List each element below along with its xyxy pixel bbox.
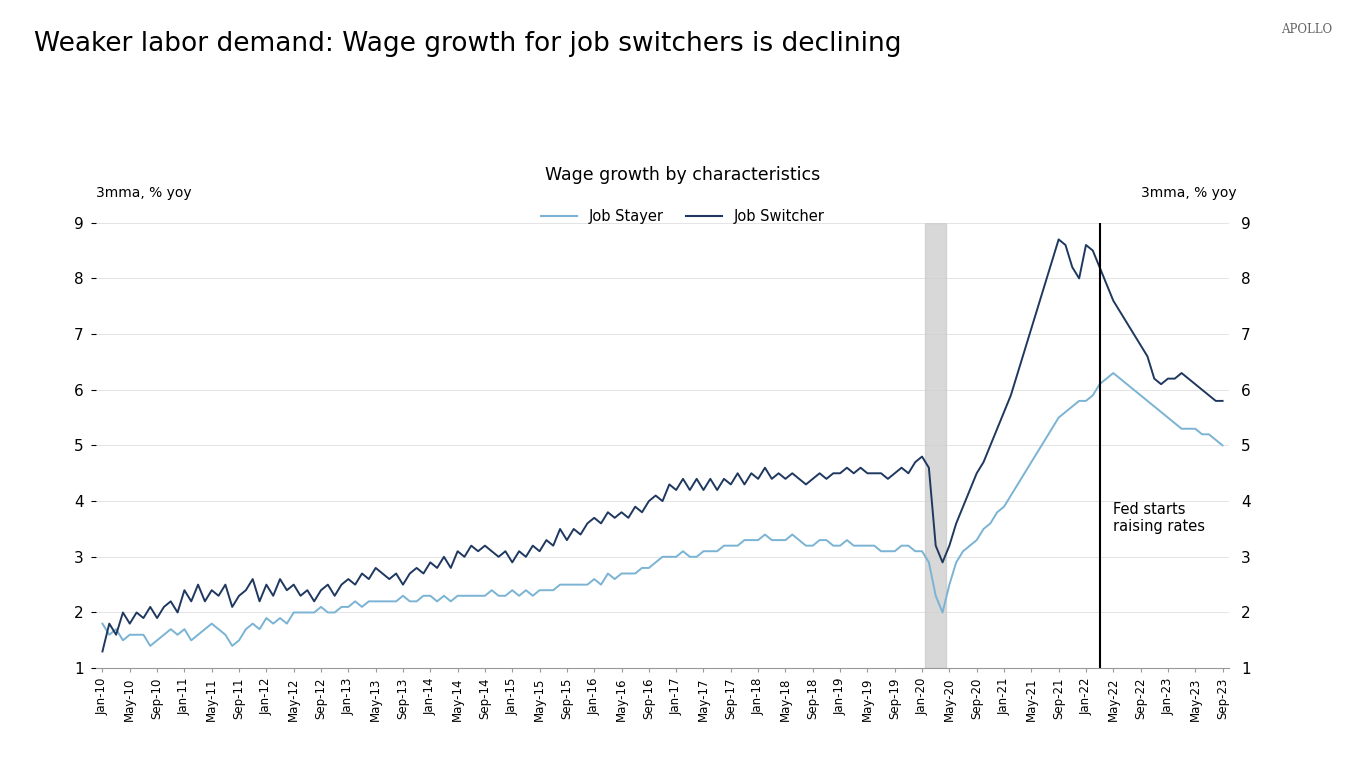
Line: Job Stayer: Job Stayer: [102, 373, 1223, 646]
Job Stayer: [142, 641, 158, 650]
Text: Fed starts
raising rates: Fed starts raising rates: [1113, 502, 1205, 534]
Job Switcher: [224, 602, 240, 611]
Text: APOLLO: APOLLO: [1281, 23, 1332, 36]
Text: 3mma, % yoy: 3mma, % yoy: [96, 186, 191, 200]
Text: 3mma, % yoy: 3mma, % yoy: [1141, 186, 1236, 200]
Job Stayer: [1214, 441, 1231, 450]
Line: Job Switcher: Job Switcher: [102, 240, 1223, 651]
Job Stayer: [231, 636, 247, 645]
Job Stayer: [94, 619, 111, 628]
Text: Wage growth by characteristics: Wage growth by characteristics: [545, 167, 821, 184]
Job Stayer: [511, 591, 527, 601]
Job Stayer: [1105, 369, 1121, 378]
Job Switcher: [852, 463, 869, 472]
Legend: Job Stayer, Job Switcher: Job Stayer, Job Switcher: [535, 203, 831, 230]
Job Stayer: [128, 630, 145, 639]
Job Stayer: [968, 535, 985, 545]
Job Switcher: [128, 608, 145, 617]
Job Stayer: [210, 624, 227, 634]
Job Switcher: [504, 558, 520, 567]
Job Switcher: [204, 586, 220, 595]
Job Stayer: [859, 541, 876, 551]
Text: Weaker labor demand: Wage growth for job switchers is declining: Weaker labor demand: Wage growth for job…: [34, 31, 902, 57]
Job Switcher: [962, 485, 978, 495]
Bar: [926, 223, 945, 668]
Job Switcher: [1050, 235, 1067, 244]
Job Switcher: [1214, 396, 1231, 406]
Job Switcher: [94, 647, 111, 656]
